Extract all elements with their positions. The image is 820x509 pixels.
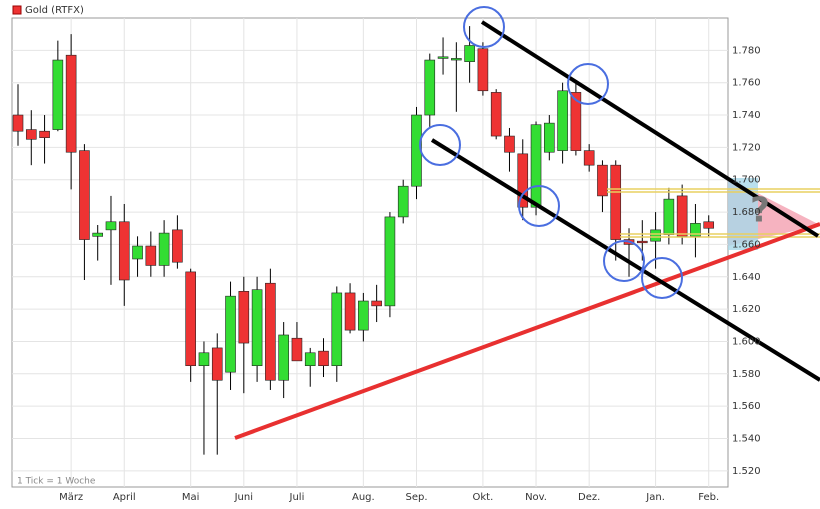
candle-body — [65, 54, 77, 153]
candle-body — [92, 232, 103, 237]
candle-body — [490, 92, 502, 137]
y-tick-label: 1.680 — [732, 207, 761, 218]
circle — [419, 124, 461, 166]
candle-body — [384, 216, 396, 307]
red-trendline — [234, 222, 820, 440]
y-tick-label: 1.620 — [732, 304, 761, 315]
y-tick-label: 1.600 — [732, 336, 761, 347]
candle-body — [451, 58, 462, 61]
candle-body — [477, 48, 489, 92]
candle-body — [637, 240, 648, 244]
candle-body — [172, 229, 183, 263]
candle-body — [344, 292, 356, 331]
y-tick-label: 1.740 — [732, 110, 761, 121]
black-trendline — [480, 20, 820, 238]
legend-swatch — [12, 5, 22, 15]
candle-body — [304, 352, 316, 367]
candle-body — [504, 135, 515, 153]
candle-body — [703, 221, 715, 229]
y-tick-label: 1.720 — [732, 142, 761, 153]
candle-body — [52, 59, 64, 130]
x-tick-label: Juni — [234, 492, 253, 503]
candle-body — [211, 347, 223, 381]
legend-label: Gold (RTFX) — [25, 5, 84, 16]
y-tick-label: 1.520 — [732, 466, 761, 477]
candle-body — [358, 300, 369, 331]
plot-frame — [11, 17, 729, 488]
candle-body — [132, 245, 143, 260]
circle — [463, 6, 505, 48]
x-tick-label: März — [59, 492, 83, 503]
x-tick-label: April — [113, 492, 136, 503]
circles — [419, 6, 683, 299]
drawings: ? — [234, 6, 820, 440]
candle-body — [25, 129, 37, 140]
candle-body — [570, 92, 582, 151]
black-trendline — [430, 138, 820, 382]
candle-body — [530, 124, 542, 208]
grid — [12, 18, 728, 487]
y-tick-label: 1.560 — [732, 401, 761, 412]
x-tick-label: Sep. — [405, 492, 427, 503]
candle-body — [371, 300, 382, 307]
candle-body — [424, 59, 436, 116]
candle-body — [557, 90, 568, 151]
circle — [641, 257, 683, 299]
candle-body — [238, 291, 250, 344]
footnote: 1 Tick = 1 Woche — [17, 477, 96, 487]
x-tick-label: Mai — [182, 492, 200, 503]
y-tick-label: 1.700 — [732, 175, 761, 186]
y-tick-label: 1.780 — [732, 45, 761, 56]
candle-body — [318, 350, 329, 367]
question-mark: ? — [750, 191, 770, 231]
x-tick-label: Dez. — [578, 492, 600, 503]
circle — [567, 63, 609, 105]
candle-body — [610, 164, 622, 240]
candle-body — [198, 352, 210, 367]
x-tick-label: Juli — [289, 492, 305, 503]
candle-body — [12, 114, 24, 132]
candle-body — [517, 153, 529, 208]
candle-body — [583, 150, 595, 166]
x-tick-label: Nov. — [525, 492, 547, 503]
circle — [603, 240, 645, 282]
candle-body — [291, 337, 303, 362]
candle-body — [79, 150, 90, 240]
y-tick-label: 1.640 — [732, 272, 761, 283]
candle-body — [145, 245, 157, 266]
candle-body — [676, 195, 688, 237]
y-tick-label: 1.760 — [732, 78, 761, 89]
candle-body — [225, 295, 236, 373]
candle-body — [39, 130, 50, 138]
y-tick-label: 1.660 — [732, 239, 761, 250]
y-tick-label: 1.580 — [732, 369, 761, 380]
circle — [518, 185, 560, 227]
x-tick-label: Jan. — [645, 492, 665, 503]
candle-body — [663, 198, 675, 236]
x-tick-label: Okt. — [473, 492, 494, 503]
candle-body — [331, 292, 343, 367]
candle-body — [544, 122, 555, 153]
candle-body — [397, 185, 409, 218]
candle-body — [158, 232, 170, 266]
candles — [12, 26, 715, 455]
x-tick-label: Feb. — [698, 492, 719, 503]
candle-body — [650, 229, 661, 242]
candle-body — [251, 289, 263, 367]
candle-body — [437, 56, 449, 59]
candle-body — [185, 271, 196, 367]
candle-body — [278, 334, 289, 381]
candle-body — [464, 45, 475, 62]
x-tick-label: Aug. — [352, 492, 375, 503]
candle-body — [265, 282, 276, 381]
y-tick-label: 1.540 — [732, 433, 761, 444]
candle-body — [597, 164, 608, 197]
candle-body — [105, 221, 117, 231]
candle-body — [118, 221, 130, 281]
